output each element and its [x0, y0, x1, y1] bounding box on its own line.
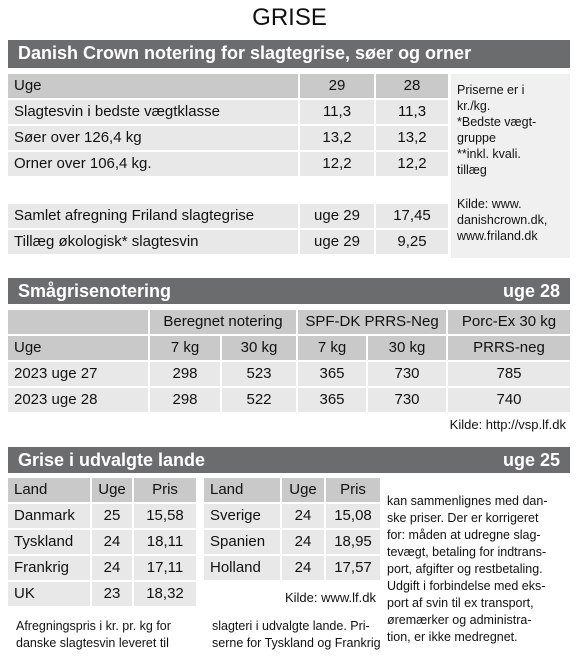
table-cell: 24 — [282, 556, 324, 580]
note-line: **inkl. kvali. — [457, 147, 521, 161]
table-cell: 11,3 — [300, 100, 374, 124]
text-line: øremærker og administra- — [387, 613, 532, 627]
text-line: kan sammenlignes med dan- — [387, 494, 548, 508]
table-cell: 2023 uge 27 — [8, 362, 148, 386]
source-line: danishcrown.dk, — [457, 213, 548, 227]
table-cell: Danmark — [8, 504, 90, 528]
note-line: *Bedste vægt- — [457, 115, 537, 129]
table-cell: Frankrig — [8, 556, 90, 580]
table-cell: 24 — [282, 504, 324, 528]
section-week: uge 28 — [470, 278, 570, 304]
table-header-cell: Pris — [134, 478, 196, 502]
table-cell: 298 — [150, 388, 220, 412]
text-line: for: måden at udregne slag- — [387, 528, 541, 542]
table-cell: 298 — [150, 362, 220, 386]
table-header-cell: PRRS-neg — [448, 336, 570, 360]
table-cell: 23 — [92, 582, 132, 606]
table-cell: Søer over 126,4 kg — [8, 126, 298, 150]
table-header-cell: Land — [204, 478, 280, 502]
table-cell: 785 — [448, 362, 570, 386]
text-line: Afregningspris i kr. pr. kg for — [16, 619, 171, 633]
table-header-cell: Uge — [8, 336, 148, 360]
section-heading: Danish Crown notering for slagtegrise, s… — [8, 40, 570, 68]
note-line: Priserne er i — [457, 83, 525, 97]
note-line: gruppe — [457, 131, 496, 145]
table-cell: 13,2 — [376, 126, 448, 150]
table-header-cell: 30 kg — [222, 336, 296, 360]
table-cell: Tillæg økologisk* slagtesvin — [8, 230, 298, 254]
table-cell: 11,3 — [376, 100, 448, 124]
table-cell: 17,11 — [134, 556, 196, 580]
source-line: Kilde: www. — [457, 197, 522, 211]
table-header-cell: Uge — [8, 74, 298, 98]
table-cell: 15,58 — [134, 504, 196, 528]
table-cell: Spanien — [204, 530, 280, 554]
table-cell: Slagtesvin i bedste vægtklasse — [8, 100, 298, 124]
table-header-cell: 7 kg — [298, 336, 366, 360]
table-cell: 365 — [298, 362, 366, 386]
table-cell: 18,11 — [134, 530, 196, 554]
table-cell: 522 — [222, 388, 296, 412]
table-cell: 365 — [298, 388, 366, 412]
group-header-cell: SPF-DK PRRS-Neg — [298, 310, 446, 334]
table-cell: 15,08 — [326, 504, 380, 528]
source-line: www.friland.dk — [457, 229, 538, 243]
note-line: tillæg — [457, 163, 487, 177]
text-line: Udgift i forbindelse med eks- — [387, 579, 546, 593]
text-line: port af svin til ex transport, — [387, 596, 534, 610]
text-line: tevægt, betaling for indtrans- — [387, 545, 547, 559]
text-line: tion, er ikke medregnet. — [387, 630, 518, 644]
text-line: danske slagtesvin leveret til — [16, 636, 169, 650]
table-cell: 740 — [448, 388, 570, 412]
table-cell: Holland — [204, 556, 280, 580]
table-cell: 24 — [92, 530, 132, 554]
table-cell: 18,32 — [134, 582, 196, 606]
table-cell: 730 — [368, 388, 446, 412]
group-header-cell: Porc-Ex 30 kg — [448, 310, 570, 334]
table-cell: 2023 uge 28 — [8, 388, 148, 412]
text-line: serne for Tyskland og Frankrig — [212, 636, 381, 650]
text-line: ske priser. Der er korrigeret — [387, 511, 539, 525]
table-cell: 17,45 — [376, 204, 448, 228]
table-header-cell: 29 — [300, 74, 374, 98]
table-header-cell: 30 kg — [368, 336, 446, 360]
source-line: Kilde: http://vsp.lf.dk — [449, 417, 566, 432]
group-header-cell: Beregnet notering — [150, 310, 296, 334]
text-line: port, afgifter og restbetaling. — [387, 562, 543, 576]
table-cell: 730 — [368, 362, 446, 386]
note-line: kr./kg. — [457, 99, 491, 113]
table-cell: 25 — [92, 504, 132, 528]
table-cell: Tyskland — [8, 530, 90, 554]
table-header-cell: Uge — [282, 478, 324, 502]
table-cell: 24 — [92, 556, 132, 580]
table-header-cell: Land — [8, 478, 90, 502]
table-cell: 13,2 — [300, 126, 374, 150]
group-header-spacer — [8, 310, 148, 334]
source-line: Kilde: www.lf.dk — [284, 590, 376, 605]
table-header-cell: 7 kg — [150, 336, 220, 360]
table-cell: uge 29 — [300, 204, 374, 228]
table-header-cell: 28 — [376, 74, 448, 98]
table-cell: 17,57 — [326, 556, 380, 580]
text-line: slagteri i udvalgte lande. Pri- — [212, 619, 370, 633]
note-box — [451, 74, 570, 258]
table-cell: Orner over 106,4 kg. — [8, 152, 298, 176]
table-cell: 24 — [282, 530, 324, 554]
section-week: uge 25 — [470, 447, 570, 473]
table-cell: Sverige — [204, 504, 280, 528]
table-header-cell: Pris — [326, 478, 380, 502]
table-cell: 12,2 — [376, 152, 448, 176]
table-header-cell: Uge — [92, 478, 132, 502]
page-title: GRISE — [252, 4, 327, 31]
table-cell: UK — [8, 582, 90, 606]
table-cell: 18,95 — [326, 530, 380, 554]
table-cell: 12,2 — [300, 152, 374, 176]
table-cell: Samlet afregning Friland slagtegrise — [8, 204, 298, 228]
table-cell: 9,25 — [376, 230, 448, 254]
table-cell: uge 29 — [300, 230, 374, 254]
table-cell: 523 — [222, 362, 296, 386]
